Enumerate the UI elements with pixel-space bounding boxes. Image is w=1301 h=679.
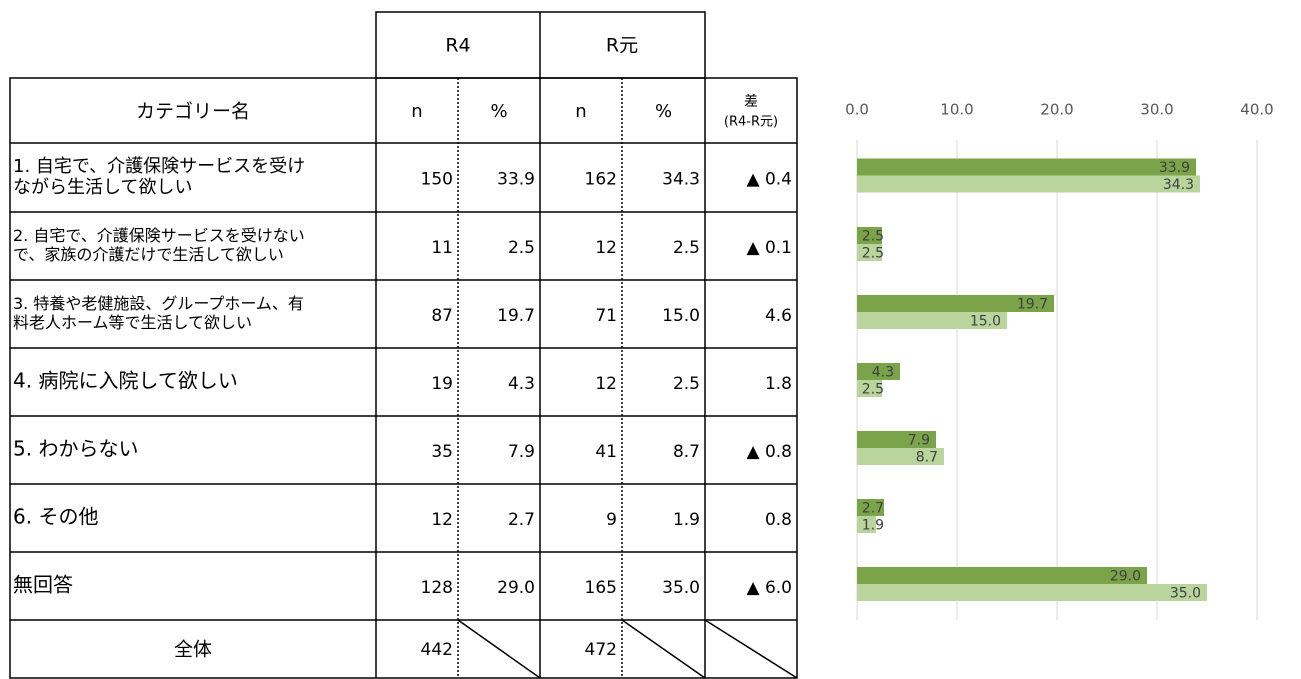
bar (857, 516, 876, 533)
cell: 33.9 (497, 170, 535, 190)
cell: 34.3 (662, 170, 700, 190)
data-label: 34.3 (1163, 177, 1194, 193)
cell: 1.9 (673, 510, 700, 530)
cell: 0.8 (765, 510, 792, 530)
column-header: % (655, 101, 672, 122)
cell: ▲ 0.4 (746, 170, 792, 190)
row-label: 2. 自宅で、介護保険サービスを受けない (13, 226, 305, 245)
bar (857, 431, 936, 448)
data-label: 2.5 (862, 246, 884, 262)
row-label: 6. その他 (13, 505, 98, 529)
cell: 11 (431, 238, 453, 258)
cell: 12 (595, 238, 617, 258)
cell: ▲ 0.8 (746, 442, 792, 462)
row-label: 4. 病院に入院して欲しい (13, 369, 238, 393)
cell: 35.0 (662, 578, 700, 598)
cell: 4.3 (508, 374, 535, 394)
table-box (9, 77, 798, 679)
x-tick-label: 10.0 (940, 101, 973, 119)
bar (857, 584, 1207, 601)
cell: ▲ 6.0 (746, 578, 792, 598)
column-header: n (411, 101, 422, 122)
bar (857, 175, 1200, 193)
data-label: 15.0 (970, 314, 1001, 330)
cell: 35 (431, 442, 453, 462)
cell: 87 (431, 306, 453, 326)
diagonal (457, 619, 541, 679)
data-label: 2.5 (862, 229, 884, 245)
cell: 472 (585, 640, 617, 660)
row-label: 5. わからない (13, 437, 138, 461)
x-tick-label: 20.0 (1040, 101, 1073, 119)
column-header: n (575, 101, 586, 122)
data-label: 29.0 (1110, 569, 1141, 585)
cell: 7.9 (508, 442, 535, 462)
data-label: 35.0 (1170, 586, 1201, 602)
cell: 41 (595, 442, 617, 462)
cell: 128 (421, 578, 453, 598)
bar (857, 244, 882, 261)
row-label: 無回答 (13, 573, 73, 597)
x-tick-label: 0.0 (845, 101, 869, 119)
cell: 19.7 (497, 306, 535, 326)
cell: 12 (595, 374, 617, 394)
bar (857, 363, 900, 380)
x-tick-label: 40.0 (1240, 101, 1273, 119)
table-frame (9, 11, 798, 679)
cell: 2.5 (508, 238, 535, 258)
group-header: R元 (606, 35, 638, 57)
data-label: 1.9 (862, 518, 884, 534)
data-label: 33.9 (1159, 160, 1190, 176)
cell: ▲ 0.1 (746, 238, 792, 258)
bar (857, 499, 884, 516)
bar (857, 158, 1196, 176)
row-label: 料老人ホーム等で生活して欲しい (13, 313, 252, 332)
cell: 2.5 (673, 374, 700, 394)
cell: 9 (606, 510, 617, 530)
cell: 150 (421, 170, 453, 190)
row-label: ながら生活して欲しい (13, 177, 192, 198)
cell: 4.6 (765, 306, 792, 326)
row-label: で、家族の介護だけで生活して欲しい (13, 245, 284, 264)
data-label: 2.5 (862, 382, 884, 398)
diff-header: (R4-R元) (724, 115, 778, 130)
bar (857, 380, 882, 397)
bar (857, 567, 1147, 584)
cell: 8.7 (673, 442, 700, 462)
group-header: R4 (445, 35, 470, 57)
column-header: カテゴリー名 (136, 101, 250, 123)
cell: 162 (585, 170, 617, 190)
bar (857, 312, 1007, 329)
diagonal (704, 619, 798, 679)
bar (857, 227, 882, 244)
cell: 165 (585, 578, 617, 598)
data-label: 4.3 (872, 365, 894, 381)
cell: 15.0 (662, 306, 700, 326)
data-label: 2.7 (862, 501, 884, 517)
cell: 19 (431, 374, 453, 394)
diagonal (621, 619, 706, 679)
data-label: 19.7 (1017, 297, 1048, 313)
cell: 71 (595, 306, 617, 326)
row-label: 1. 自宅で、介護保険サービスを受け (13, 156, 305, 177)
cell: 29.0 (497, 578, 535, 598)
cell: 2.7 (508, 510, 535, 530)
bar (857, 295, 1054, 312)
total-label: 全体 (174, 639, 212, 661)
cell: 1.8 (765, 374, 792, 394)
data-label: 8.7 (916, 450, 938, 466)
diff-header: 差 (744, 94, 758, 110)
cell: 2.5 (673, 238, 700, 258)
x-tick-label: 30.0 (1140, 101, 1173, 119)
data-label: 7.9 (908, 433, 930, 449)
cell: 12 (431, 510, 453, 530)
row-label: 3. 特養や老健施設、グループホーム、有 (13, 294, 304, 313)
bar (857, 448, 944, 465)
cell: 442 (421, 640, 453, 660)
column-header: % (490, 101, 507, 122)
